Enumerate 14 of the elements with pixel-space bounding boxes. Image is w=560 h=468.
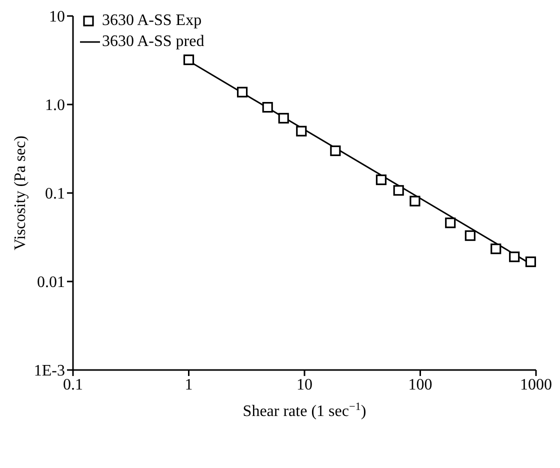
- y-axis-title: Viscosity (Pa sec): [12, 136, 29, 250]
- legend-label: 3630 A-SS Exp: [102, 11, 202, 31]
- x-axis-title: Shear rate (1 sec$^{−1}$): [242, 401, 366, 420]
- x-tick-label: 10: [296, 376, 312, 394]
- x-tick-label: 0.1: [63, 376, 83, 394]
- x-tick-label: 100: [408, 376, 432, 394]
- y-tick-label: 10: [49, 8, 65, 26]
- y-tick-label: 0.1: [45, 186, 65, 203]
- y-tick-label: 1E-3: [34, 362, 65, 380]
- y-tick-label: 1.0: [45, 97, 65, 114]
- legend-label: 3630 A-SS pred: [102, 32, 204, 52]
- x-tick-label: 1000: [520, 376, 552, 394]
- x-tick-label: 1: [184, 376, 193, 394]
- y-tick-label: 0.01: [37, 274, 65, 292]
